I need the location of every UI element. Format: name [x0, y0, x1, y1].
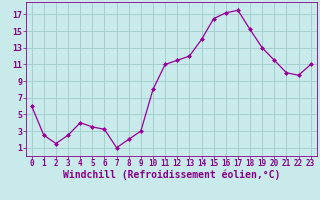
X-axis label: Windchill (Refroidissement éolien,°C): Windchill (Refroidissement éolien,°C) — [62, 170, 280, 180]
